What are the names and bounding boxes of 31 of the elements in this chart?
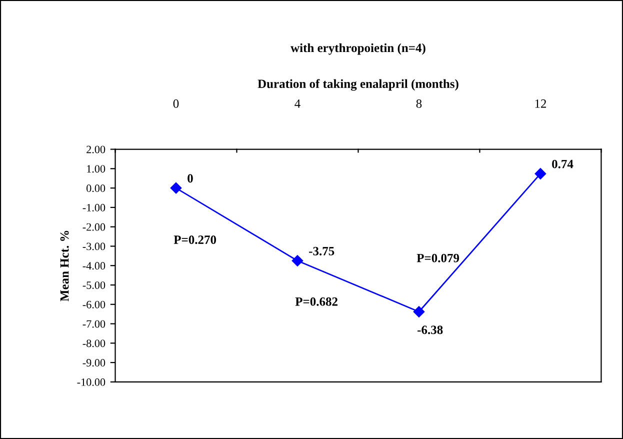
y-tick-label: -9.00: [82, 359, 106, 367]
data-label: 0: [188, 174, 193, 183]
data-label: 0.74: [552, 160, 574, 168]
x-axis-title: Duration of taking enalapril (months): [258, 79, 458, 91]
y-tick-label: -5.00: [82, 281, 106, 289]
point: [170, 182, 182, 194]
annotation: P=0.079: [416, 254, 460, 262]
data-label: -3.75: [309, 246, 334, 256]
point: [292, 255, 304, 266]
y-tick-label: -10.00: [77, 378, 106, 386]
data-label: -6.38: [418, 326, 443, 334]
y-tick-label: 0.00: [86, 184, 106, 192]
y-tick-label: -2.00: [82, 223, 106, 231]
y-tick-label: -7.00: [82, 320, 106, 328]
x-tick-label: 8: [416, 99, 422, 108]
point: [534, 168, 546, 180]
x-tick-label: 4: [294, 99, 300, 108]
x-tick-label: 12: [535, 99, 546, 108]
y-axis-title: Mean Hct. %: [60, 230, 69, 302]
annotation: P=0.270: [174, 236, 216, 244]
chart-title: with erythropoietin (n=4): [290, 43, 426, 55]
y-tick-label: -3.00: [82, 242, 106, 250]
y-tick-label: -8.00: [82, 340, 106, 348]
y-tick-label: -6.00: [82, 300, 106, 308]
y-tick-label: 2.00: [86, 146, 106, 154]
point: [413, 306, 425, 318]
annotation: P=0.682: [295, 297, 338, 306]
y-tick-label: -4.00: [82, 262, 106, 270]
y-tick-label: 1.00: [87, 165, 106, 173]
x-tick-label: 0: [173, 99, 179, 108]
y-tick-label: -1.00: [82, 204, 106, 212]
